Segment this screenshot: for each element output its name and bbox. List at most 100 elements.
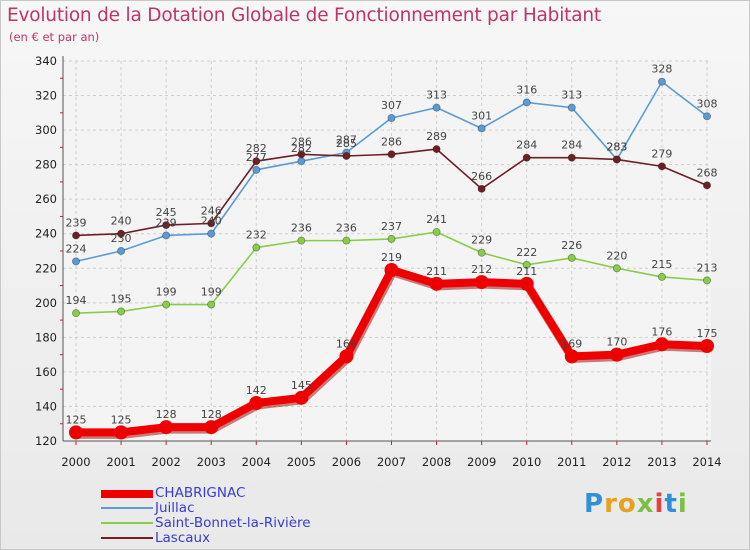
data-point-juillac bbox=[207, 229, 216, 238]
legend-swatch bbox=[101, 537, 153, 539]
data-point-lascaux bbox=[657, 162, 666, 171]
data-point-saint-bonnet-la-rivi-re bbox=[432, 227, 441, 236]
legend-swatch bbox=[101, 522, 153, 524]
data-label-chabrignac: 125 bbox=[111, 413, 132, 426]
data-point-saint-bonnet-la-rivi-re bbox=[117, 307, 126, 316]
data-label-saint-bonnet-la-rivi-re: 237 bbox=[381, 220, 402, 233]
data-point-lascaux bbox=[342, 151, 351, 160]
legend-label: CHABRIGNAC bbox=[155, 485, 246, 501]
legend-label: Juillac bbox=[155, 500, 195, 516]
x-tick-label: 2012 bbox=[602, 455, 631, 469]
logo-letter: o bbox=[617, 489, 637, 519]
data-label-chabrignac: 211 bbox=[516, 265, 537, 278]
x-tick-label: 2002 bbox=[152, 455, 181, 469]
data-point-juillac bbox=[477, 124, 486, 133]
data-label-chabrignac: 176 bbox=[651, 325, 672, 338]
data-label-saint-bonnet-la-rivi-re: 232 bbox=[246, 229, 267, 242]
data-label-chabrignac: 169 bbox=[336, 337, 357, 350]
data-point-chabrignac bbox=[474, 275, 489, 290]
x-tick-label: 2004 bbox=[242, 455, 271, 469]
data-point-chabrignac bbox=[249, 396, 264, 410]
y-tick-label: 120 bbox=[35, 434, 57, 448]
y-tick-label: 240 bbox=[35, 227, 57, 241]
data-point-lascaux bbox=[612, 155, 621, 164]
data-point-lascaux bbox=[703, 181, 712, 190]
x-tick-label: 2008 bbox=[422, 455, 451, 469]
data-point-lascaux bbox=[207, 219, 216, 228]
data-point-juillac bbox=[72, 257, 81, 266]
data-point-juillac bbox=[567, 103, 576, 112]
data-point-lascaux bbox=[297, 150, 306, 159]
data-point-chabrignac bbox=[429, 276, 444, 291]
y-tick-label: 200 bbox=[35, 296, 57, 310]
data-point-lascaux bbox=[72, 231, 81, 240]
data-label-chabrignac: 169 bbox=[561, 337, 582, 350]
data-point-lascaux bbox=[387, 150, 396, 159]
data-label-saint-bonnet-la-rivi-re: 236 bbox=[336, 222, 357, 235]
proxiti-logo: Proxiti bbox=[584, 489, 688, 519]
data-label-chabrignac: 128 bbox=[201, 408, 222, 421]
data-label-lascaux: 266 bbox=[471, 170, 492, 183]
data-point-saint-bonnet-la-rivi-re bbox=[387, 234, 396, 243]
data-label-lascaux: 239 bbox=[66, 216, 87, 229]
data-label-juillac: 283 bbox=[606, 140, 627, 153]
legend-label: Saint-Bonnet-la-Rivière bbox=[155, 515, 311, 531]
data-label-chabrignac: 175 bbox=[697, 327, 718, 340]
data-point-lascaux bbox=[432, 145, 441, 154]
data-point-chabrignac bbox=[654, 337, 669, 352]
data-label-saint-bonnet-la-rivi-re: 195 bbox=[111, 292, 132, 305]
data-label-lascaux: 246 bbox=[201, 204, 222, 217]
data-point-juillac bbox=[162, 231, 171, 240]
data-label-chabrignac: 211 bbox=[426, 265, 447, 278]
data-label-saint-bonnet-la-rivi-re: 199 bbox=[156, 286, 177, 299]
data-label-lascaux: 245 bbox=[156, 206, 177, 219]
data-label-lascaux: 282 bbox=[246, 142, 267, 155]
y-tick-label: 180 bbox=[35, 330, 57, 344]
data-label-lascaux: 286 bbox=[291, 135, 312, 148]
logo-letter: i bbox=[677, 489, 688, 519]
logo-letter: t bbox=[664, 489, 678, 519]
y-tick-label: 140 bbox=[35, 399, 57, 413]
data-point-chabrignac bbox=[114, 425, 129, 440]
data-label-juillac: 328 bbox=[651, 63, 672, 76]
x-tick-label: 2009 bbox=[467, 455, 496, 469]
data-point-saint-bonnet-la-rivi-re bbox=[297, 236, 306, 245]
data-label-saint-bonnet-la-rivi-re: 226 bbox=[561, 239, 582, 252]
data-point-juillac bbox=[657, 77, 666, 86]
x-tick-label: 2005 bbox=[287, 455, 316, 469]
x-tick-label: 2010 bbox=[512, 455, 541, 469]
data-label-saint-bonnet-la-rivi-re: 213 bbox=[697, 261, 718, 274]
data-point-saint-bonnet-la-rivi-re bbox=[522, 260, 531, 269]
data-point-saint-bonnet-la-rivi-re bbox=[342, 236, 351, 245]
data-point-saint-bonnet-la-rivi-re bbox=[612, 264, 621, 273]
data-label-lascaux: 284 bbox=[516, 139, 537, 152]
data-label-chabrignac: 128 bbox=[156, 408, 177, 421]
data-label-saint-bonnet-la-rivi-re: 222 bbox=[516, 246, 537, 259]
data-label-lascaux: 268 bbox=[697, 166, 718, 179]
data-label-saint-bonnet-la-rivi-re: 215 bbox=[651, 258, 672, 271]
y-tick-label: 220 bbox=[35, 261, 57, 275]
data-label-saint-bonnet-la-rivi-re: 194 bbox=[66, 294, 87, 307]
data-label-lascaux: 240 bbox=[111, 215, 132, 228]
legend-label: Lascaux bbox=[155, 530, 211, 546]
data-label-juillac: 282 bbox=[291, 142, 312, 155]
x-tick-label: 2006 bbox=[332, 455, 361, 469]
y-tick-label: 320 bbox=[35, 89, 57, 103]
data-label-juillac: 313 bbox=[426, 89, 447, 102]
data-label-lascaux: 283 bbox=[606, 140, 627, 153]
legend-swatch bbox=[101, 507, 153, 509]
data-label-juillac: 308 bbox=[697, 97, 718, 110]
data-point-saint-bonnet-la-rivi-re bbox=[703, 276, 712, 285]
data-point-chabrignac bbox=[69, 425, 83, 440]
data-point-lascaux bbox=[252, 157, 261, 166]
data-label-saint-bonnet-la-rivi-re: 236 bbox=[291, 222, 312, 235]
data-point-saint-bonnet-la-rivi-re bbox=[207, 300, 216, 309]
data-label-lascaux: 289 bbox=[426, 130, 447, 143]
data-point-lascaux bbox=[477, 184, 486, 193]
logo-letter: x bbox=[636, 489, 655, 519]
data-label-juillac: 277 bbox=[246, 151, 267, 164]
data-label-juillac: 224 bbox=[66, 242, 87, 255]
chart-subtitle: (en € et par an) bbox=[9, 30, 100, 44]
y-tick-label: 260 bbox=[35, 192, 57, 206]
data-label-juillac: 287 bbox=[336, 134, 357, 147]
